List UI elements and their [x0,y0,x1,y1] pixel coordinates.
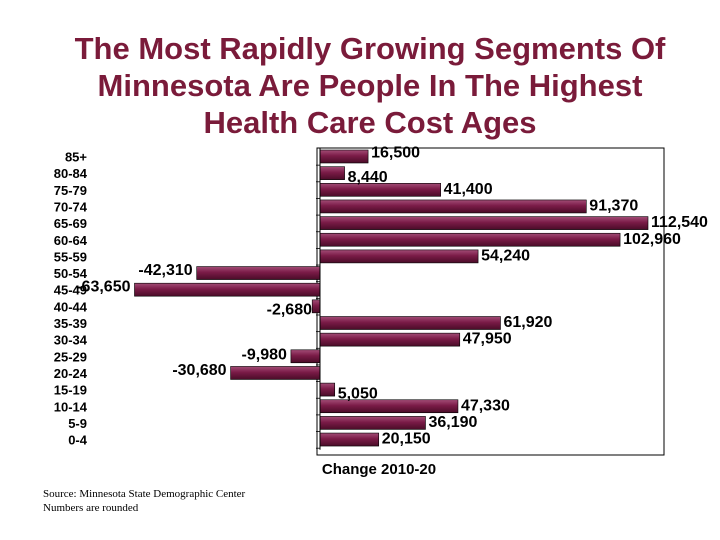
bar-50-54 [196,266,321,280]
source-line-2: Numbers are rounded [43,502,139,514]
x-axis-label: Change 2010-20 [322,461,436,478]
tick-label-20-24: 20-24 [54,366,88,381]
tick-label-40-44: 40-44 [54,299,88,314]
value-label-5-9: 36,190 [428,414,477,431]
bar-0-4 [319,432,380,447]
bar-30-34 [319,332,461,347]
value-label-20-24: -30,680 [172,362,226,379]
bar-5-9 [319,416,426,430]
tick-label-65-69: 65-69 [54,216,87,231]
tick-label-60-64: 60-64 [54,233,88,248]
bar-20-24 [230,366,321,380]
tick-label-30-34: 30-34 [54,333,88,348]
bar-35-39 [319,316,501,330]
tick-label-55-59: 55-59 [54,249,87,264]
bar-40-44 [311,299,321,314]
bar-45-49 [134,282,321,297]
value-label-60-64: 102,960 [623,231,681,248]
title-line-3: Health Care Cost Ages [203,105,537,140]
tick-label-85+: 85+ [65,150,87,165]
value-label-15-19: 5,050 [338,386,378,403]
tick-label-80-84: 80-84 [54,166,88,181]
value-label-65-69: 112,540 [651,214,708,231]
tick-label-0-4: 0-4 [68,433,88,448]
value-label-45-49: -63,650 [76,279,130,296]
value-label-70-74: 91,370 [589,197,638,214]
tick-label-25-29: 25-29 [54,349,87,364]
bar-65-69 [319,216,649,230]
value-label-25-29: -9,980 [242,346,287,363]
source-line-1: Source: Minnesota State Demographic Cent… [43,488,246,500]
bar-15-19 [319,382,336,397]
source-note: Source: Minnesota State Demographic Cent… [43,487,245,515]
tick-label-15-19: 15-19 [54,383,87,398]
value-label-10-14: 47,330 [461,397,510,414]
bar-55-59 [319,249,479,264]
value-label-0-4: 20,150 [382,431,431,448]
tick-label-70-74: 70-74 [54,199,88,214]
value-label-35-39: 61,920 [503,314,552,331]
tick-label-10-14: 10-14 [54,399,88,414]
bar-70-74 [319,199,587,214]
tick-label-75-79: 75-79 [54,183,87,198]
value-label-55-59: 54,240 [481,247,530,264]
value-label-30-34: 47,950 [463,331,512,348]
title-line-2: Minnesota Are People In The Highest [97,68,643,103]
bar-25-29 [290,349,321,364]
title-line-1: The Most Rapidly Growing Segments Of [74,31,666,66]
value-label-80-84: 8,440 [348,169,388,186]
tick-label-50-54: 50-54 [54,266,88,281]
value-label-50-54: -42,310 [138,262,192,279]
value-label-85+: 16,500 [371,145,420,162]
bars-group [134,149,649,449]
bar-80-84 [319,166,345,180]
tick-label-5-9: 5-9 [68,416,87,431]
tick-label-35-39: 35-39 [54,316,87,331]
bar-85+ [319,149,369,164]
chart-title: The Most Rapidly Growing Segments Of Min… [40,30,700,141]
value-label-40-44: -2,680 [267,301,312,318]
tick-label-45-49: 45-49 [54,283,87,298]
bar-60-64 [319,232,621,247]
value-label-75-79: 41,400 [444,181,493,198]
